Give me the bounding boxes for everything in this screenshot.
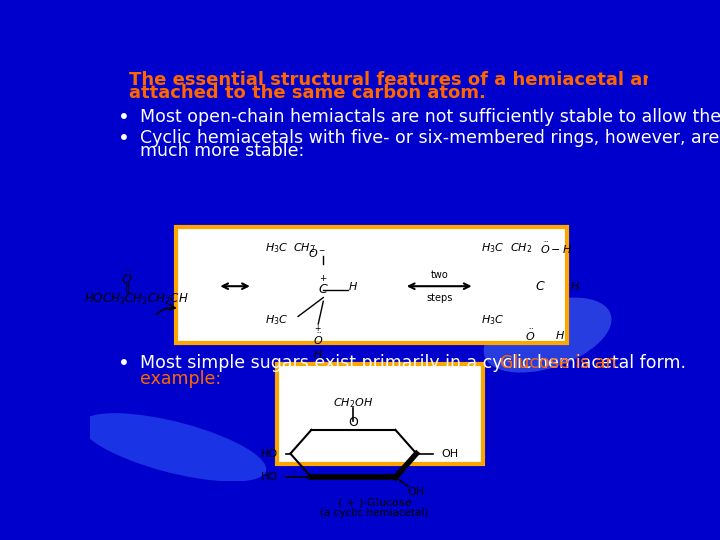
Text: •: •: [118, 129, 130, 149]
Text: $H$: $H$: [348, 280, 359, 292]
Text: $H$: $H$: [555, 329, 565, 341]
Text: $C$: $C$: [535, 280, 545, 293]
FancyBboxPatch shape: [277, 364, 483, 464]
Text: $H$: $H$: [313, 348, 323, 360]
Text: O: O: [348, 416, 359, 429]
Text: attached to the same carbon atom.: attached to the same carbon atom.: [129, 84, 486, 102]
Text: $(\,+\,)$-Glucose: $(\,+\,)$-Glucose: [336, 496, 413, 509]
Text: $CH_2$: $CH_2$: [293, 241, 315, 255]
Text: HO: HO: [261, 449, 278, 458]
Text: $\overset{+}{C}$: $\overset{+}{C}$: [318, 275, 328, 297]
Text: $\ddot{O}$: $\ddot{O}$: [525, 328, 535, 343]
Text: Cyclic hemiacetals with five- or six-membered rings, however, are usually: Cyclic hemiacetals with five- or six-mem…: [140, 129, 720, 147]
Text: $H_3C$: $H_3C$: [265, 313, 288, 327]
Text: $\dot{H}\dot{O}CH_2CH_2CH_2CH$: $\dot{H}\dot{O}CH_2CH_2CH_2CH$: [84, 288, 189, 307]
Text: $\dot{O}^-$: $\dot{O}^-$: [308, 245, 326, 260]
Text: OH: OH: [408, 487, 425, 497]
FancyBboxPatch shape: [176, 227, 567, 343]
Text: Glucose is an: Glucose is an: [500, 354, 616, 372]
Ellipse shape: [484, 298, 611, 373]
Text: $H$: $H$: [570, 280, 580, 292]
Text: •: •: [118, 354, 130, 373]
Text: example:: example:: [140, 370, 221, 388]
Text: Most open-chain hemiactals are not sufficiently stable to allow their isolation.: Most open-chain hemiactals are not suffi…: [140, 109, 720, 126]
Text: (a cyclic hemiacetal): (a cyclic hemiacetal): [320, 508, 428, 518]
Text: Most simple sugars exist primarily in a cyclic hemiacetal form.: Most simple sugars exist primarily in a …: [140, 354, 692, 372]
Text: OH: OH: [441, 449, 459, 458]
Ellipse shape: [81, 413, 266, 482]
Text: The essential structural features of a hemiacetal are an -OH and an  -OR group: The essential structural features of a h…: [129, 71, 720, 89]
Text: $\overset{+}{\ddot{O}}$: $\overset{+}{\ddot{O}}$: [313, 323, 323, 348]
Text: $\|$: $\|$: [124, 281, 130, 295]
Text: HO: HO: [261, 472, 278, 482]
Text: two: two: [431, 270, 448, 280]
Text: much more stable:: much more stable:: [140, 141, 305, 160]
Text: •: •: [118, 109, 130, 127]
Text: $\ddot{O}-H$: $\ddot{O}-H$: [540, 241, 572, 256]
Text: $\ddot{O}$: $\ddot{O}$: [121, 271, 132, 287]
Text: $H_3C$: $H_3C$: [482, 313, 505, 327]
Text: $H_3C$: $H_3C$: [482, 241, 505, 255]
Text: $CH_2OH$: $CH_2OH$: [333, 396, 374, 410]
Text: $H_3C$: $H_3C$: [265, 241, 288, 255]
Text: steps: steps: [426, 293, 452, 302]
Text: $CH_2$: $CH_2$: [510, 241, 532, 255]
